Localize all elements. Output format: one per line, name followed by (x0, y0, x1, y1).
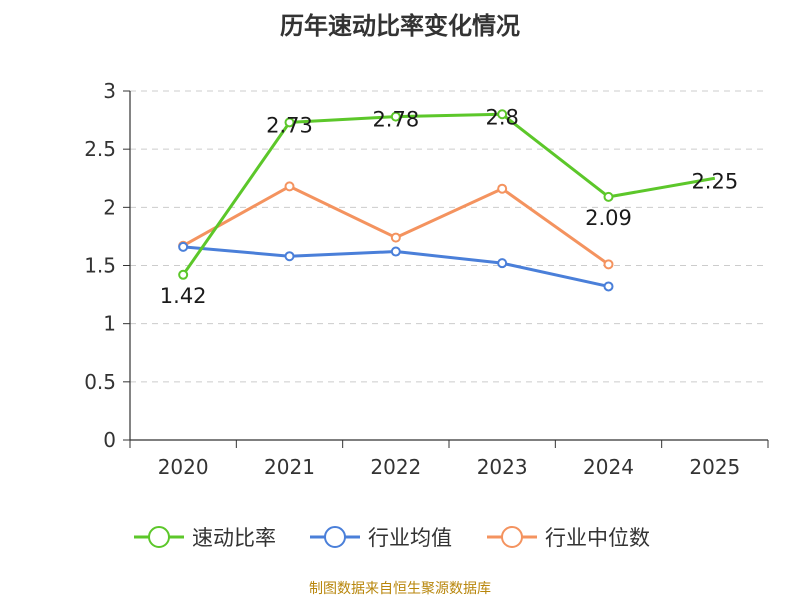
x-tick-label: 2021 (264, 455, 315, 479)
data-point (603, 281, 614, 292)
legend-label: 速动比率 (192, 526, 276, 550)
data-point (390, 246, 401, 257)
data-point (284, 181, 295, 192)
axes: 0 0.5 1 1.5 2 2.5 3 2020 2021 2022 2023 2024 2025 (84, 79, 769, 479)
chart-title: 历年速动比率变化情况 (280, 12, 520, 40)
y-tick-label: 2 (103, 195, 116, 219)
data-labels: 1.42 2.73 2.78 2.8 2.09 2.25 (160, 105, 738, 308)
data-label: 2.25 (691, 169, 738, 193)
y-tick-label: 2.5 (84, 137, 116, 161)
series-line (181, 112, 716, 276)
legend-item[interactable]: 行业均值 (310, 520, 452, 554)
legend-label: 行业中位数 (545, 526, 650, 550)
y-tick-label: 3 (103, 79, 116, 103)
data-point (390, 111, 401, 122)
x-tick-label: 2024 (583, 455, 634, 479)
x-tick-label: 2023 (477, 455, 528, 479)
x-tick-label: 2020 (158, 455, 209, 479)
y-tick-label: 1.5 (84, 254, 116, 278)
series-行业均值 (178, 241, 614, 292)
legend: 速动比率 行业均值 行业中位数 (0, 520, 800, 554)
data-label: 2.78 (372, 108, 419, 132)
data-point (284, 251, 295, 262)
data-point (178, 241, 189, 252)
source-note: 制图数据来自恒生聚源数据库 (309, 581, 491, 597)
y-tick-label: 1 (103, 312, 116, 336)
legend-line-marker-icon (487, 526, 537, 548)
data-point (390, 232, 401, 243)
data-label: 2.73 (266, 113, 313, 137)
legend-item[interactable]: 速动比率 (134, 520, 276, 554)
legend-label: 行业均值 (368, 526, 452, 550)
data-point (497, 258, 508, 269)
data-label: 1.42 (160, 284, 207, 308)
gridlines (130, 90, 768, 383)
y-tick-label: 0.5 (84, 370, 116, 394)
data-point (178, 269, 189, 280)
y-tick-label: 0 (103, 428, 116, 452)
data-point (603, 191, 614, 202)
series-速动比率 (178, 109, 716, 280)
series (178, 109, 716, 292)
x-tick-label: 2025 (689, 455, 740, 479)
legend-item[interactable]: 行业中位数 (487, 520, 650, 554)
line-chart: 0 0.5 1 1.5 2 2.5 3 2020 2021 2022 2023 2024 2025 1.… (84, 79, 769, 479)
data-point (497, 183, 508, 194)
data-point (497, 109, 508, 120)
legend-line-marker-icon (310, 526, 360, 548)
data-point (603, 259, 614, 270)
data-label: 2.8 (485, 105, 518, 129)
legend-line-marker-icon (134, 526, 184, 548)
x-tick-label: 2022 (370, 455, 421, 479)
data-point (284, 117, 295, 128)
data-label: 2.09 (585, 206, 632, 230)
